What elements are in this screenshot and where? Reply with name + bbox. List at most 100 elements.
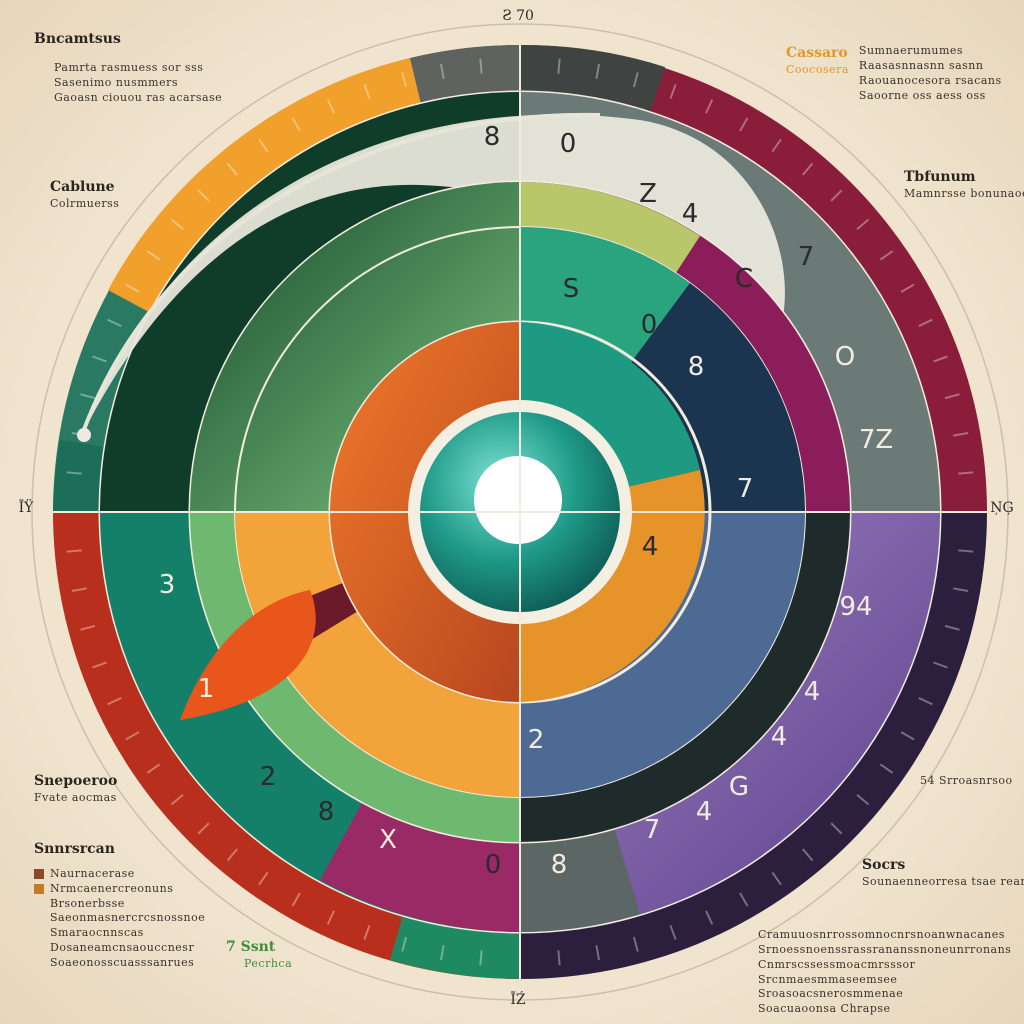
ring-tick: [669, 925, 677, 940]
ring-tick: [363, 84, 371, 99]
ring-tick: [92, 661, 107, 669]
ring-digit: 8: [551, 850, 568, 880]
ring-digit: 4: [804, 677, 821, 707]
ring-tick: [958, 471, 974, 475]
ring-digit: 7: [644, 815, 661, 845]
ring-tick: [802, 848, 814, 862]
note-top-left: Bncamtsus Pamrta rasmuess sor sss Saseni…: [34, 30, 222, 105]
bullet-icon: [34, 868, 44, 879]
ring-digit: 0: [485, 850, 502, 880]
ring-tick: [879, 763, 894, 774]
note-left-mid: Cablune Colrmuerss: [50, 178, 119, 212]
ring-tick: [953, 432, 969, 437]
note-line: 54 Srroasnrsoo: [920, 774, 1013, 787]
left-label: ĪŸ: [19, 498, 35, 516]
note-line-text: Nrmcaenercreonuns: [50, 881, 174, 895]
note-line: Sumnaerumumes: [858, 44, 964, 57]
ring-tick: [146, 250, 161, 261]
ring-tick: [71, 587, 87, 592]
ring-tick: [595, 63, 600, 79]
ring-digit: Z: [639, 179, 657, 209]
ring-digit: 0: [560, 129, 577, 159]
note-heading: 7 Ssnt: [226, 939, 276, 955]
ring-tick: [705, 99, 714, 114]
ring-tick: [125, 731, 140, 741]
ring-tick: [291, 117, 301, 132]
ring-tick: [918, 318, 933, 327]
ring-tick: [226, 162, 238, 176]
note-line: Cramuuosnrrossomnocnrsnoanwnacanes: [758, 928, 1005, 941]
ring-tick: [258, 871, 269, 886]
note-line: Sasenimo nusmmers: [54, 75, 178, 89]
ring-tick: [771, 138, 782, 153]
ring-tick: [953, 587, 969, 592]
center-hole: [474, 456, 562, 544]
ring-tick: [66, 549, 82, 553]
ring-digit: 2: [528, 725, 545, 755]
ring-tick: [557, 950, 561, 966]
ring-tick: [933, 661, 948, 669]
note-line: Srcnmaesmmaseemsee: [758, 972, 898, 986]
ring-tick: [326, 910, 335, 925]
ring-tick: [170, 218, 184, 230]
note-bottom-mid: 7 Ssnt Pecrhca: [226, 938, 292, 972]
ring-digit: 7: [798, 242, 815, 272]
ring-tick: [440, 945, 445, 961]
ring-tick: [170, 794, 184, 806]
note-line: Naurnacerase: [34, 867, 205, 882]
note-left-low: Snepoeroo Fvate aocmas: [34, 772, 117, 806]
ring-digit: 7Z: [859, 425, 893, 455]
bottom-label: ĪŹ: [510, 990, 526, 1008]
note-line: Fvate aocmas: [34, 790, 117, 804]
ring-digit: 0: [641, 310, 658, 340]
note-line: Mamnrsse bonunaoes: [904, 186, 1024, 200]
ring-tick: [107, 318, 122, 327]
ring-tick: [80, 393, 96, 400]
ring-tick: [879, 250, 894, 261]
note-right-low-2: Socrs Sounaenneorresa tsae rearnsa: [862, 856, 1024, 890]
ring-tick: [632, 936, 639, 952]
ring-digit: X: [379, 825, 397, 855]
note-line: Raouanocesora rsacans: [858, 73, 1002, 87]
note-bottom-right: Cramuuosnrrossomnocnrsnoanwnacanes Srnoe…: [758, 928, 1011, 1017]
swoosh-dot: [77, 428, 91, 442]
ring-digit: O: [835, 342, 855, 372]
ring-tick: [856, 218, 870, 230]
ring-tick: [918, 697, 933, 706]
note-line: Sounaenneorresa tsae rearnsa: [862, 874, 1024, 888]
bullet-icon: [34, 883, 44, 894]
ring-tick: [705, 910, 714, 925]
ring-tick: [669, 84, 677, 99]
ring-tick: [326, 99, 335, 114]
ring-tick: [363, 925, 371, 940]
ring-digit: 4: [696, 797, 713, 827]
note-right-low: 54 Srroasnrsoo: [920, 774, 1013, 789]
ring-tick: [632, 72, 639, 88]
note-heading: Cablune: [50, 179, 115, 195]
note-line: Raasasnnasnn sasnn: [858, 58, 984, 72]
note-line: Smaraocnnscas: [50, 926, 144, 940]
note-top-right: Cassaro Coocosera Sumnaerumumes Raasasnn…: [786, 44, 1002, 103]
swoosh-line: [80, 112, 601, 436]
note-heading: Cassaro: [786, 45, 848, 61]
ring-digit: 2: [260, 762, 277, 792]
ring-tick: [856, 794, 870, 806]
note-line: Saoorne oss aess oss: [858, 88, 986, 102]
note-line: Pamrta rasmuess sor sss: [54, 60, 204, 74]
ring-tick: [226, 848, 238, 862]
ring-digit: 4: [771, 722, 788, 752]
note-line: Dosaneamcnsaouccnesr: [50, 941, 195, 955]
note-line: Brsonerbsse: [50, 896, 125, 910]
top-label: Ƨ 70: [502, 8, 534, 24]
ring-digit: 1: [198, 674, 215, 704]
ring-digit: C: [735, 264, 753, 294]
ring-tick: [802, 162, 814, 176]
outer-guide-circle: [31, 23, 1009, 1001]
ring-tick: [291, 892, 301, 907]
note-line: Nrmcaenercreonuns: [34, 882, 205, 897]
ring-tick: [92, 355, 107, 363]
ring-digit: 4: [642, 532, 659, 562]
note-line: Soacuaoonsa Chrapse: [758, 1002, 891, 1016]
note-line: Srnoessnoenssrassrananssnoneunrronans: [758, 942, 1012, 956]
